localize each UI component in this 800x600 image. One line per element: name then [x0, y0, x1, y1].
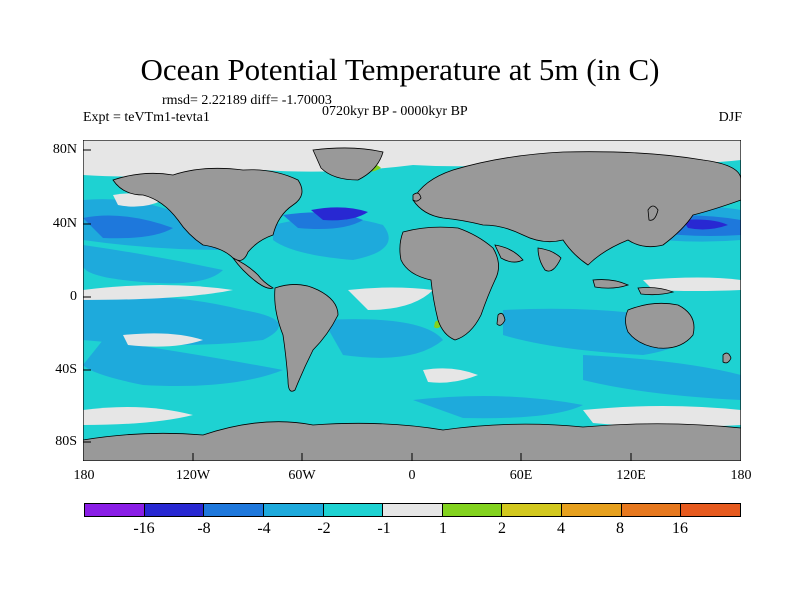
- colorbar-segment: [502, 504, 563, 516]
- colorbar-segment: [204, 504, 264, 516]
- y-label-40s: 40S: [55, 362, 77, 377]
- colorbar-label: -2: [317, 520, 331, 537]
- colorbar-segment: [681, 504, 741, 516]
- colorbar-segment: [263, 504, 324, 516]
- x-label-120e: 120E: [616, 468, 646, 483]
- colorbar-segment: [85, 504, 145, 516]
- x-label-180e: 180: [730, 468, 752, 483]
- colorbar-label: 4: [557, 520, 565, 537]
- colorbar-label: -8: [197, 520, 211, 537]
- time-range-label: 0720kyr BP - 0000kyr BP: [322, 104, 468, 119]
- y-label-40n: 40N: [52, 216, 77, 231]
- stats-line: rmsd= 2.22189 diff= -1.70003: [162, 93, 332, 108]
- colorbar-label: -4: [257, 520, 271, 537]
- colorbar-segment: [383, 504, 443, 516]
- y-label-80n: 80N: [52, 142, 77, 157]
- colorbar-label: 2: [498, 520, 506, 537]
- colorbar-label: 1: [439, 520, 447, 537]
- x-label-180w: 180: [73, 468, 95, 483]
- colorbar-segment: [621, 504, 682, 516]
- colorbar-segment: [323, 504, 384, 516]
- colorbar-segment: [442, 504, 503, 516]
- ocean-temperature-map: [83, 140, 741, 461]
- y-label-0: 0: [70, 289, 77, 304]
- colorbar-label: 16: [672, 520, 688, 537]
- x-label-60w: 60W: [288, 468, 316, 483]
- plot-title: Ocean Potential Temperature at 5m (in C): [140, 52, 660, 87]
- land-masses: [83, 147, 741, 461]
- season-label: DJF: [718, 110, 742, 125]
- colorbar: [84, 503, 741, 517]
- x-label-120w: 120W: [175, 468, 211, 483]
- experiment-label: Expt = teVTm1-tevta1: [83, 110, 210, 125]
- colorbar-label: -1: [377, 520, 391, 537]
- y-label-80s: 80S: [55, 434, 77, 449]
- neutral-regions: [83, 140, 741, 428]
- x-label-60e: 60E: [509, 468, 533, 483]
- colorbar-label: -16: [133, 520, 155, 537]
- x-label-0: 0: [408, 468, 416, 483]
- colorbar-segment: [144, 504, 205, 516]
- colorbar-label: 8: [616, 520, 624, 537]
- colorbar-segment: [562, 504, 622, 516]
